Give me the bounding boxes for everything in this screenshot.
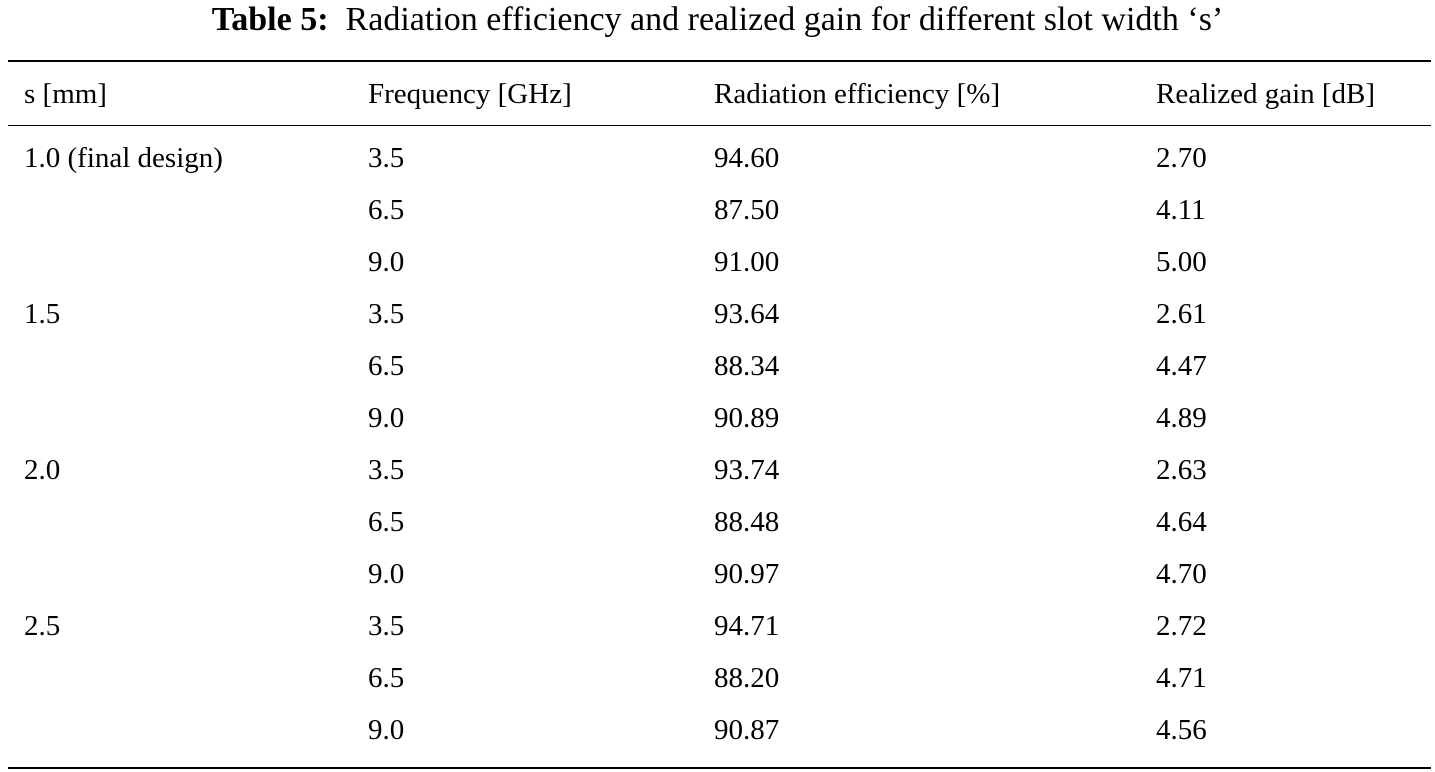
table-cell: 94.60: [714, 142, 780, 174]
table-cell: 4.47: [1156, 350, 1207, 382]
table-cell: 4.70: [1156, 558, 1207, 590]
table-header-row: s [mm] Frequency [GHz] Radiation efficie…: [0, 74, 1435, 114]
table-row: 1.5 3.5 93.64 2.61: [0, 294, 1435, 334]
table-cell: 2.72: [1156, 610, 1207, 642]
table-row: 9.0 90.97 4.70: [0, 554, 1435, 594]
table-row: 6.5 88.34 4.47: [0, 346, 1435, 386]
table-cell: 1.5: [24, 298, 61, 330]
table-cell: 4.64: [1156, 506, 1207, 538]
table-cell: 4.11: [1156, 194, 1206, 226]
table-cell: 4.56: [1156, 714, 1207, 746]
table-cell: 88.34: [714, 350, 780, 382]
table-row: 9.0 90.89 4.89: [0, 398, 1435, 438]
table-row: 9.0 90.87 4.56: [0, 710, 1435, 750]
table-cell: 5.00: [1156, 246, 1207, 278]
table-cell: 2.5: [24, 610, 61, 642]
table-cell: 90.97: [714, 558, 780, 590]
header-cell-frequency: Frequency [GHz]: [368, 78, 572, 110]
table-cell: 90.89: [714, 402, 780, 434]
table-cell: 6.5: [368, 506, 405, 538]
table-cell: 6.5: [368, 194, 405, 226]
table-cell: 87.50: [714, 194, 780, 226]
table-cell: 9.0: [368, 714, 405, 746]
table-caption-text: Radiation efficiency and realized gain f…: [345, 1, 1224, 38]
table-cell: 3.5: [368, 142, 405, 174]
table-cell: 4.89: [1156, 402, 1207, 434]
table-cell: 6.5: [368, 350, 405, 382]
table-row: 1.0 (final design) 3.5 94.60 2.70: [0, 138, 1435, 178]
table-cell: 9.0: [368, 246, 405, 278]
table-cell: 88.20: [714, 662, 780, 694]
table-cell: 3.5: [368, 298, 405, 330]
table-caption-label: Table 5:: [211, 1, 329, 38]
table-cell: 2.0: [24, 454, 61, 486]
table-row: 6.5 88.48 4.64: [0, 502, 1435, 542]
table-cell: 2.70: [1156, 142, 1207, 174]
table-row: 9.0 91.00 5.00: [0, 242, 1435, 282]
header-cell-slot-width: s [mm]: [24, 78, 107, 110]
table-cell: 9.0: [368, 402, 405, 434]
table-row: 2.0 3.5 93.74 2.63: [0, 450, 1435, 490]
table-cell: 91.00: [714, 246, 780, 278]
table-cell: 3.5: [368, 610, 405, 642]
table-cell: 94.71: [714, 610, 780, 642]
table-cell: 6.5: [368, 662, 405, 694]
table-cell: 90.87: [714, 714, 780, 746]
table-cell: 1.0 (final design): [24, 142, 223, 174]
table-row: 2.5 3.5 94.71 2.72: [0, 606, 1435, 646]
table-header-rule: [8, 125, 1431, 126]
table-cell: 2.63: [1156, 454, 1207, 486]
table-top-rule: [8, 60, 1431, 62]
table-cell: 3.5: [368, 454, 405, 486]
table-caption: Table 5: Radiation efficiency and realiz…: [0, 0, 1435, 40]
table-row: 6.5 88.20 4.71: [0, 658, 1435, 698]
table-bottom-rule: [8, 767, 1431, 769]
table-cell: 2.61: [1156, 298, 1207, 330]
table-cell: 93.74: [714, 454, 780, 486]
table-cell: 4.71: [1156, 662, 1207, 694]
table-cell: 93.64: [714, 298, 780, 330]
table-row: 6.5 87.50 4.11: [0, 190, 1435, 230]
header-cell-realized-gain: Realized gain [dB]: [1156, 78, 1376, 110]
table-cell: 88.48: [714, 506, 780, 538]
table-cell: 9.0: [368, 558, 405, 590]
header-cell-radiation-efficiency: Radiation efficiency [%]: [714, 78, 1001, 110]
